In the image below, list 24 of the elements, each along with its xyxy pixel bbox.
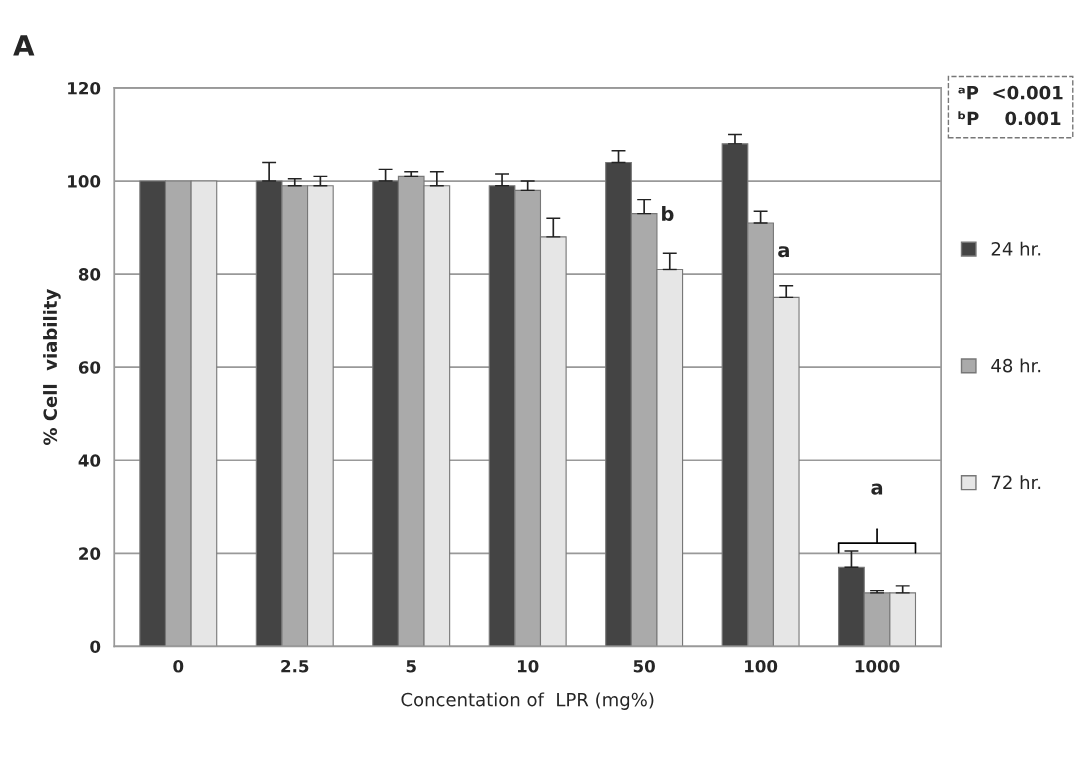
annotation: b bbox=[662, 205, 674, 222]
x-axis-title: Concentation of LPR (mg%) bbox=[401, 692, 654, 710]
y-tick-label: 100 bbox=[68, 175, 101, 188]
y-tick-label: 40 bbox=[78, 454, 101, 467]
x-tick-label: 10 bbox=[517, 659, 539, 673]
legend-label: 72 hr. bbox=[991, 475, 1041, 489]
legend-label: 24 hr. bbox=[991, 241, 1041, 256]
x-tick-label: 50 bbox=[633, 659, 655, 673]
y-tick-label: 0 bbox=[90, 640, 101, 653]
annotation: a bbox=[871, 483, 883, 495]
chart-title: A bbox=[13, 35, 35, 56]
y-tick-label: 20 bbox=[79, 547, 101, 560]
text: ᵃP <0.001 ᵇP 0.001 bbox=[958, 85, 1063, 126]
y-tick-label: 120 bbox=[68, 81, 101, 95]
legend-label: 48 hr. bbox=[991, 358, 1041, 373]
x-tick-label: 100 bbox=[745, 659, 778, 673]
x-tick-label: 1000 bbox=[855, 659, 900, 673]
x-tick-label: 2.5 bbox=[281, 659, 309, 673]
y-tick-label: 60 bbox=[78, 361, 101, 374]
annotation: a bbox=[778, 246, 789, 258]
x-tick-label: 0 bbox=[173, 659, 184, 673]
x-tick-label: 5 bbox=[406, 660, 416, 673]
y-axis-title: % Cell viability bbox=[43, 289, 61, 446]
y-tick-label: 80 bbox=[78, 268, 101, 281]
